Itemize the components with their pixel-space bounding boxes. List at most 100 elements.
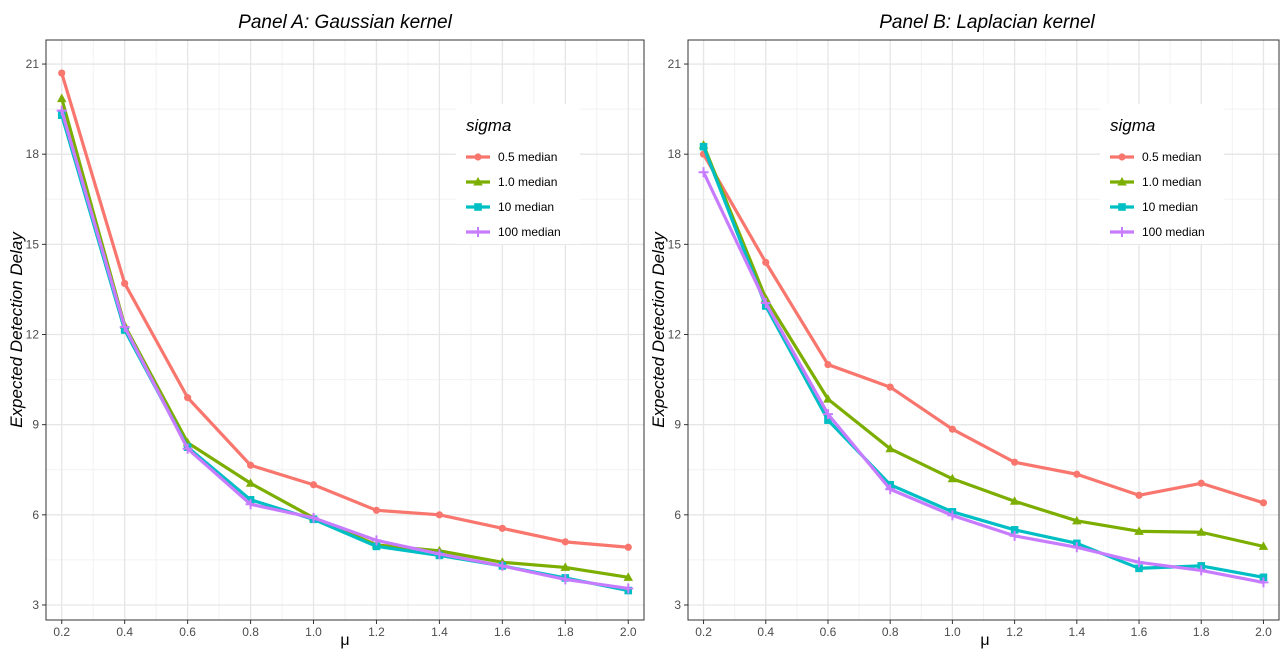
panel-a-y-tick-label: 9	[32, 418, 39, 432]
panel-a-y-tick-label: 6	[32, 508, 39, 522]
panel-b-title: Panel B: Laplacian kernel	[879, 12, 1095, 33]
panel-b-x-ticks: 0.2 0.4 0.6 0.8 1.0 1.2 1.4 1.6 1.8 2.0	[695, 620, 1272, 639]
panel-a-y-tick-label: 12	[26, 328, 40, 342]
panel-a-legend-key-marker	[474, 153, 482, 161]
panel-a-series-100-median-point	[560, 574, 571, 585]
panel-b-series-0-5-median-point	[886, 383, 894, 391]
panel-a-x-tick-label: 1.6	[494, 625, 511, 639]
panel-b-legend-label: 0.5 median	[1142, 150, 1201, 164]
panel-b-legend-box	[1100, 104, 1224, 244]
panel-b-legend: sigma 0.5 median 1.0 median 10 median 100 m…	[1100, 104, 1224, 244]
panel-a-legend-key-marker	[474, 203, 482, 211]
panel-a-series-0-5-median-point	[624, 543, 632, 551]
panel-a-y-tick-label: 18	[26, 147, 40, 161]
panel-a-y-tick-label: 15	[26, 237, 40, 251]
panel-b-series-0-5-median-point	[1197, 479, 1205, 487]
panel-a-x-tick-label: 1.2	[368, 625, 385, 639]
panel-a: Panel A: Gaussian kernel 3 6 9 12 15 18 21 0.2…	[7, 12, 645, 649]
panel-b-y-tick-label: 12	[668, 328, 682, 342]
panel-a-series-10-median-point	[372, 542, 381, 551]
panel-b-series-0-5-median-point	[1073, 470, 1081, 478]
panel-b-series-100-median-point	[1196, 565, 1207, 576]
panel-b-series-1-0-median-point	[885, 443, 895, 453]
panel-b-legend-label: 10 median	[1142, 200, 1198, 214]
panel-a-series-0-5-median-point	[561, 538, 569, 546]
panel-b-series-0-5-median-line	[701, 152, 1266, 505]
panel-a-series-100-median-point	[434, 548, 445, 559]
panel-b-x-tick-label: 1.0	[944, 625, 961, 639]
panel-b-legend-title: sigma	[1110, 116, 1155, 135]
panel-b-series-1-0-median-point	[1134, 526, 1144, 535]
panel-b-legend-key-marker	[1117, 177, 1127, 186]
panel-a-legend-items: 0.5 median 1.0 median 10 median 100 median	[466, 150, 561, 239]
panel-b-series-10-median-point	[1010, 526, 1019, 534]
panel-b-series-100-median-point	[885, 484, 896, 495]
panel-b-series-0-5-median	[699, 150, 1268, 507]
panel-b-legend-item: 10 median	[1110, 200, 1198, 214]
panel-a-legend-item: 0.5 median	[466, 150, 557, 164]
panel-b-x-tick-label: 0.2	[695, 625, 712, 639]
panel-a-series-100-median-point	[182, 443, 193, 454]
panel-a-legend-item: 100 median	[466, 225, 561, 239]
panel-a-y-tick-label: 21	[26, 57, 40, 71]
panel-a-series-100-median-point	[497, 560, 508, 571]
panel-b-series-1-0-median-point	[823, 394, 833, 403]
panel-b-series-0-5-median-point	[1259, 499, 1268, 507]
panel-a-series-1-0-median-point	[56, 93, 67, 103]
panel-a-series-100-median	[56, 105, 634, 594]
panel-b-legend-key-marker	[1118, 153, 1126, 161]
panel-b-series-100-median-point	[760, 297, 771, 308]
panel-a-series-100-median-point	[56, 105, 67, 116]
panel-b-series-100-median-line	[701, 170, 1266, 585]
panel-a-series-100-median-point	[623, 583, 634, 594]
panel-a-series-1-0-median-point	[560, 562, 571, 571]
panel-a-minor-grid	[46, 40, 644, 620]
panel-a-series-100-median-point	[245, 499, 256, 510]
panel-b-series-1-0-median-point	[1072, 515, 1082, 525]
panel-b-series-1-0-median-point	[1258, 541, 1269, 550]
panel-a-x-axis-label: μ	[340, 632, 349, 649]
panel-b-series-100-median-point	[1258, 577, 1269, 588]
panel-b-series-0-5-median-point	[948, 425, 956, 433]
panel-a-y-ticks: 3 6 9 12 15 18 21	[26, 57, 46, 612]
panel-b-plot-border	[687, 39, 1280, 621]
panel-b-legend-key-marker	[1117, 227, 1127, 237]
panel-a-major-grid	[46, 40, 644, 620]
panel-b-legend-items: 0.5 median 1.0 median 10 median 100 median	[1110, 150, 1205, 239]
panel-b-series-0-5-median-point	[824, 360, 832, 369]
panel-b-y-tick-label: 3	[674, 598, 681, 612]
panel-a-x-tick-label: 0.8	[242, 625, 259, 639]
panel-b-legend-key-marker	[1118, 203, 1126, 211]
panel-a-series-100-median-point	[371, 535, 382, 546]
panel-b-series-1-0-median	[698, 140, 1269, 550]
panel-b-x-tick-label: 0.4	[757, 625, 774, 639]
panel-a-series-0-5-median-point	[309, 481, 318, 489]
panel-b-legend-label: 1.0 median	[1142, 175, 1201, 189]
panel-b-legend-item: 0.5 median	[1110, 150, 1201, 164]
panel-b-series-10-median-point	[824, 416, 832, 424]
panel-b-y-tick-label: 21	[668, 57, 682, 71]
panel-b-series-100-median	[698, 167, 1269, 588]
panel-b-x-tick-label: 0.6	[820, 625, 837, 639]
panel-a-legend-box	[456, 104, 580, 244]
panel-a-plot-border	[45, 39, 645, 621]
panel-a-x-tick-label: 0.6	[179, 625, 196, 639]
panel-a-x-tick-label: 1.4	[431, 625, 448, 639]
panel-b-series-0-5-median-point	[1135, 491, 1143, 499]
panel-b-y-axis-label: Expected Detection Delay	[649, 231, 668, 428]
panel-b-series-10-median-point	[1135, 564, 1143, 573]
panel-a-legend-key-marker	[473, 227, 483, 237]
panel-b-y-tick-label: 6	[674, 508, 681, 522]
panel-a-x-tick-label: 0.4	[116, 625, 133, 639]
panel-a-series-100-median-point	[308, 512, 319, 523]
panel-a-series-0-5-median-point	[121, 279, 129, 288]
panel-b-series-1-0-median-point	[947, 473, 958, 483]
panel-a-series-0-5-median-line	[60, 71, 630, 549]
panel-b-series-10-median-point	[1259, 573, 1268, 582]
panel-a-legend: sigma 0.5 median 1.0 median 10 median 100 m…	[456, 104, 580, 244]
panel-a-x-ticks: 0.2 0.4 0.6 0.8 1.0 1.2 1.4 1.6 1.8 2.0	[53, 620, 637, 639]
panel-b-x-axis-label: μ	[980, 632, 989, 649]
panel-b-legend-item: 1.0 median	[1110, 175, 1201, 189]
panel-b-series-1-0-median-line	[701, 143, 1266, 548]
